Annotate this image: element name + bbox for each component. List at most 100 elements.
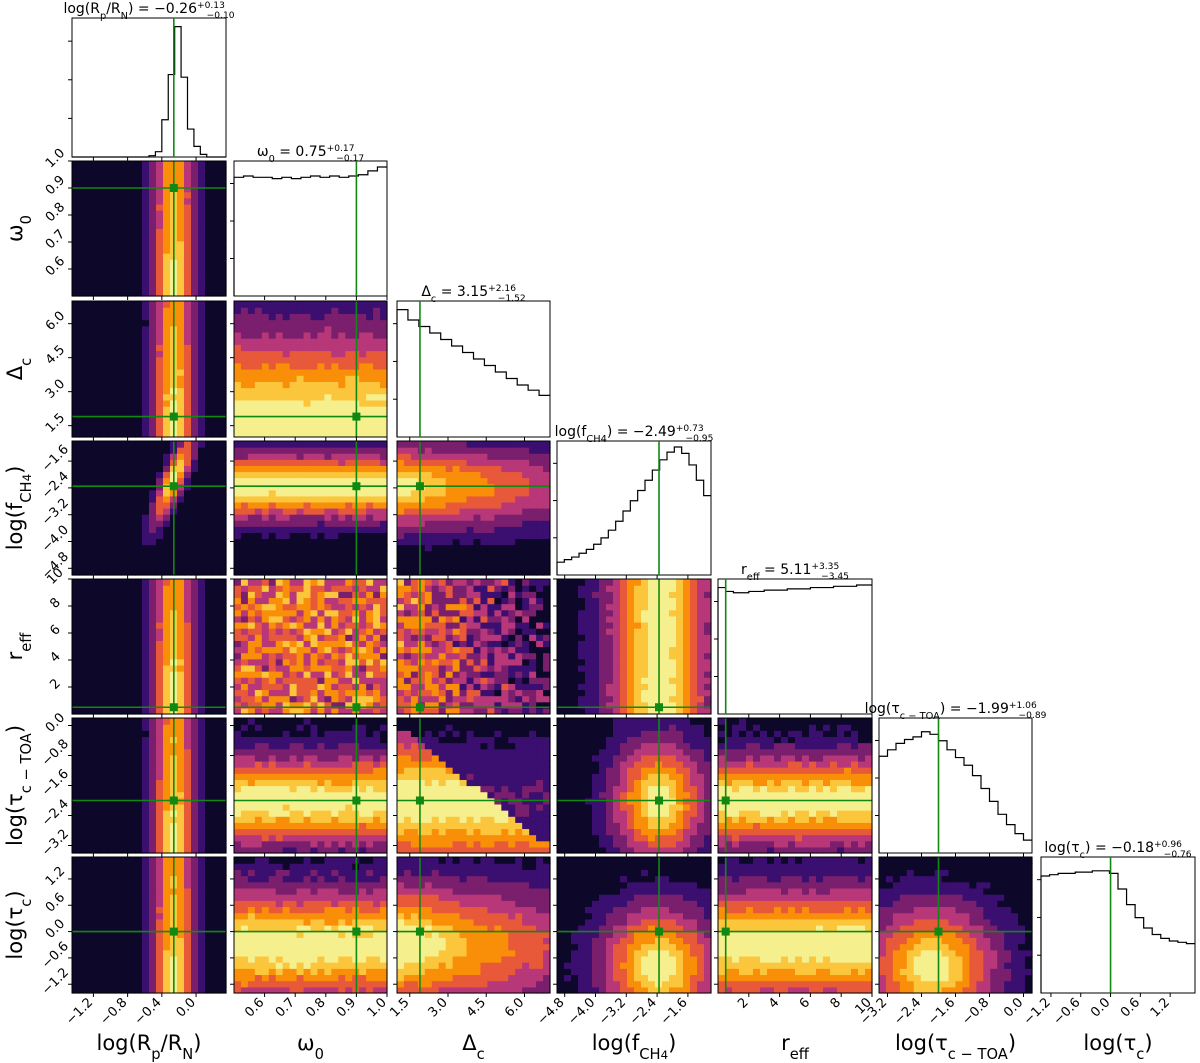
density-cell <box>380 406 388 413</box>
density-cell <box>261 621 270 629</box>
density-cell <box>282 307 291 314</box>
density-cell <box>163 375 171 382</box>
density-cell <box>648 621 656 629</box>
density-cell <box>296 609 305 617</box>
density-cell <box>149 161 157 168</box>
density-cell <box>268 356 277 364</box>
density-cell <box>424 532 433 540</box>
density-cell <box>275 338 284 345</box>
density-cell <box>100 773 108 780</box>
density-cell <box>135 325 143 333</box>
density-cell <box>473 556 482 564</box>
density-cell <box>86 259 94 266</box>
density-cell <box>331 689 339 697</box>
density-cell <box>135 441 143 448</box>
density-cell <box>79 683 87 691</box>
density-cell <box>704 628 712 635</box>
density-cell <box>676 646 684 654</box>
density-cell <box>72 508 80 515</box>
density-cell <box>606 628 614 635</box>
density-cell <box>184 179 192 187</box>
density-cell <box>359 591 367 599</box>
density-cell <box>219 701 227 709</box>
density-cell <box>585 609 593 617</box>
density-cell <box>373 603 381 611</box>
density-cell <box>128 301 136 308</box>
density-cell <box>142 538 150 546</box>
density-cell <box>303 550 312 558</box>
density-cell <box>317 301 325 308</box>
density-cell <box>261 362 270 370</box>
density-cell <box>599 585 607 592</box>
density-cell <box>156 289 164 297</box>
density-cell <box>212 234 220 242</box>
density-cell <box>149 167 157 174</box>
density-cell <box>156 369 164 376</box>
density-cell <box>163 381 171 389</box>
density-cell <box>690 707 698 715</box>
density-cell <box>613 652 621 660</box>
density-cell <box>254 628 263 635</box>
density-cell <box>128 265 136 273</box>
density-cell <box>331 387 339 395</box>
density-cell <box>606 695 614 703</box>
density-cell <box>240 556 249 564</box>
density-cell <box>86 736 94 744</box>
density-cell <box>135 532 143 540</box>
density-cell <box>177 173 185 181</box>
density-cell <box>303 325 312 333</box>
density-cell <box>268 375 277 382</box>
density-cell <box>317 634 325 641</box>
density-cell <box>487 671 495 678</box>
density-cell <box>515 568 523 576</box>
density-cell <box>72 664 80 672</box>
density-cell <box>494 550 502 558</box>
density-cell <box>184 646 192 654</box>
density-cell <box>282 344 291 352</box>
density-cell <box>114 471 122 479</box>
density-cell <box>592 701 600 709</box>
density-cell <box>234 418 242 426</box>
density-cell <box>380 585 388 592</box>
density-cell <box>128 585 136 592</box>
density-cell <box>397 603 405 611</box>
density-cell <box>317 658 325 666</box>
density-cell <box>338 393 346 401</box>
density-cell <box>380 399 388 407</box>
density-cell <box>403 597 412 605</box>
density-cell <box>324 508 332 515</box>
density-cell <box>359 344 367 352</box>
density-cell <box>86 816 94 823</box>
density-cell <box>641 609 649 617</box>
density-cell <box>338 609 346 617</box>
density-cell <box>142 356 150 364</box>
density-cell <box>704 658 712 666</box>
density-cell <box>72 514 80 521</box>
density-cell <box>142 556 150 564</box>
density-cell <box>254 412 263 420</box>
density-cell <box>501 489 509 497</box>
density-cell <box>331 453 339 460</box>
density-cell <box>303 447 312 454</box>
density-cell <box>198 471 206 479</box>
density-cell <box>331 603 339 611</box>
density-cell <box>324 418 332 426</box>
density-cell <box>93 646 101 654</box>
truth-marker <box>352 703 361 712</box>
density-cell <box>380 313 388 321</box>
density-cell <box>452 652 461 660</box>
density-cell <box>121 646 129 654</box>
density-cell <box>338 459 346 466</box>
density-cell <box>191 634 199 641</box>
density-cell <box>613 677 621 684</box>
density-cell <box>240 313 249 321</box>
density-cell <box>191 646 199 654</box>
density-cell <box>86 718 94 725</box>
density-cell <box>100 191 108 199</box>
density-cell <box>359 538 367 546</box>
density-cell <box>198 562 206 570</box>
density-cell <box>331 520 339 527</box>
density-cell <box>156 325 164 333</box>
density-cell <box>121 544 129 552</box>
density-cell <box>704 683 712 691</box>
